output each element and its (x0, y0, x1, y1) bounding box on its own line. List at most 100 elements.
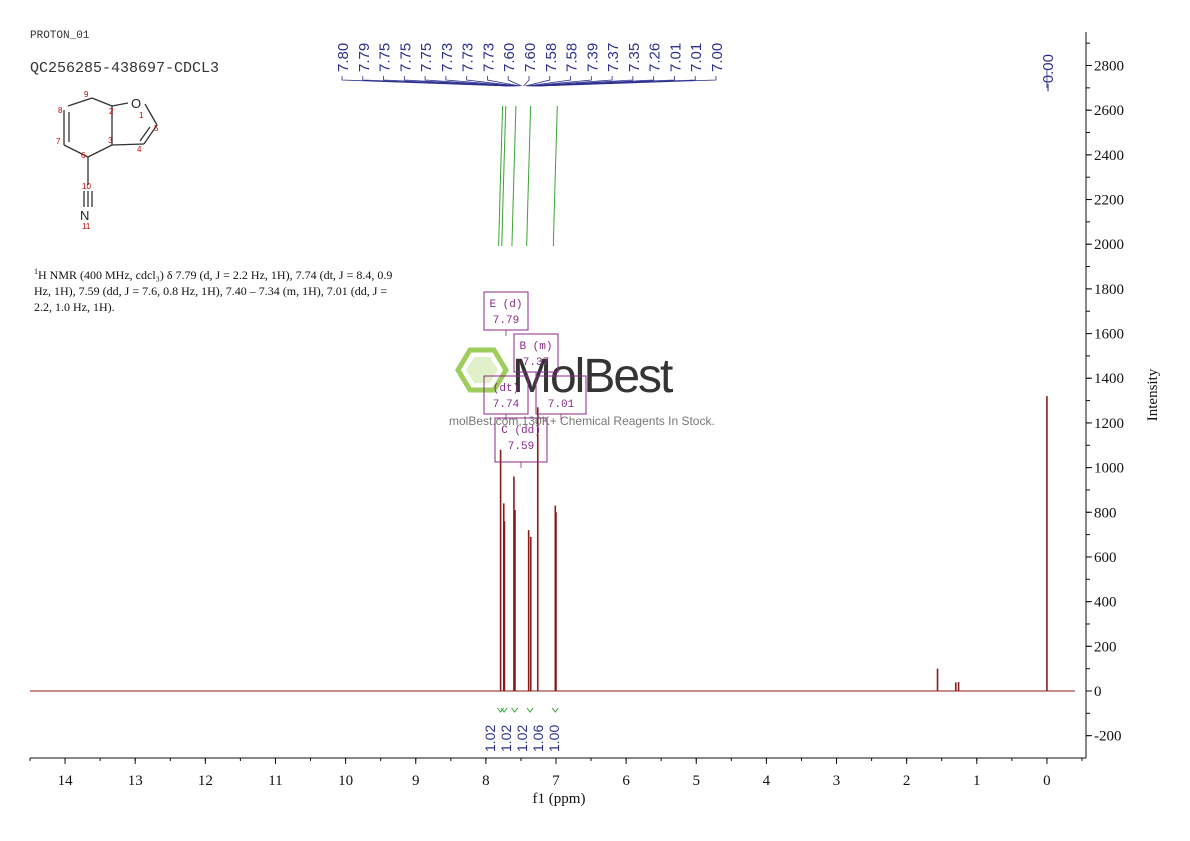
atom-9-label: 9 (84, 90, 89, 99)
peak-label: 7.35 (626, 43, 643, 72)
y-tick-label: 600 (1094, 550, 1117, 566)
y-axis-label: Intensity (1145, 368, 1161, 421)
integral-curve (526, 105, 532, 247)
peak-label-leader (539, 76, 717, 87)
x-tick-label: 12 (198, 773, 213, 789)
integral-curve (511, 105, 517, 247)
integral-bracket (511, 707, 519, 713)
integral-value: 1.00 (546, 725, 562, 752)
description-text: H NMR (400 MHz, cdcl₃) δ 7.79 (d, J = 2.… (34, 268, 393, 314)
atom-5-label: 5 (154, 124, 159, 133)
y-tick-label: 2200 (1094, 193, 1124, 209)
y-tick-label: 1000 (1094, 461, 1124, 477)
plot-area: 14 13 12 11 10 9 8 7 6 5 4 3 2 1 0f1 (ppm)-20002004006… (29, 32, 1161, 807)
atom-4-label: 4 (137, 145, 142, 154)
y-tick-label: 0 (1094, 684, 1102, 700)
peak-label-leader (403, 76, 513, 87)
integral-curve (501, 105, 507, 247)
watermark-subtext: molBest.com,130K+ Chemical Reagents In S… (449, 414, 715, 428)
atom-1-label: 1 (139, 111, 144, 120)
x-tick-label: 10 (338, 773, 353, 789)
nitrogen-label: N (80, 208, 89, 223)
peak-label: 7.73 (460, 43, 477, 72)
y-tick-label: 1200 (1094, 416, 1124, 432)
peak-label: 7.79 (356, 43, 373, 72)
integral-value: 1.06 (530, 725, 546, 752)
x-tick-label: 14 (58, 773, 74, 789)
atom-6-label: 6 (81, 151, 86, 160)
experiment-label: PROTON_01 (30, 30, 90, 42)
y-tick-label: 200 (1094, 639, 1117, 655)
peak-label: 7.60 (501, 43, 518, 72)
peak-label-leader (487, 76, 521, 87)
x-tick-label: 0 (1043, 773, 1051, 789)
peak-label-leader (528, 76, 592, 87)
integral-bracket (526, 707, 534, 713)
y-tick-label: 1800 (1094, 282, 1124, 298)
multiplet-type: (dt) (493, 383, 519, 395)
peak-label: 7.01 (667, 43, 684, 72)
nmr-description: 1H NMR (400 MHz, cdcl₃) δ 7.79 (d, J = 2… (34, 264, 404, 315)
peak-label: 7.80 (335, 43, 352, 72)
y-tick-label: 2400 (1094, 148, 1124, 164)
peak-label: 7.00 (709, 43, 726, 72)
multiplet-type: E (d) (489, 299, 522, 311)
y-tick-label: 1400 (1094, 371, 1124, 387)
x-tick-label: 9 (412, 773, 420, 789)
x-tick-label: 5 (693, 773, 701, 789)
multiplet-shift: 7.37 (523, 357, 549, 369)
peak-label: 7.37 (605, 43, 622, 72)
molecule-structure (63, 97, 158, 207)
multiplet-shift: 7.59 (508, 441, 534, 453)
peak-label-leader (523, 76, 530, 87)
integral-curve (552, 105, 558, 247)
peak-label-leader (424, 76, 515, 87)
peak-label: 7.75 (377, 43, 394, 72)
y-tick-label: 800 (1094, 505, 1117, 521)
peak-label-leader (525, 76, 551, 87)
x-tick-label: 8 (482, 773, 490, 789)
atom-2-label: 2 (109, 107, 114, 116)
peak-label-leader (383, 76, 511, 87)
peak-label: 7.73 (439, 43, 456, 72)
y-tick-label: 2800 (1094, 59, 1124, 75)
integral-value: 1.02 (482, 725, 498, 752)
x-tick-label: 7 (552, 773, 560, 789)
tms-peak-label: −0.00 (1040, 54, 1057, 92)
x-tick-label: 11 (268, 773, 282, 789)
peak-label-leader (466, 76, 519, 87)
molecule-labels: O N 1 2 3 4 5 6 7 8 9 10 11 (56, 90, 159, 231)
peak-label: 7.73 (480, 43, 497, 72)
peak-label: 7.58 (564, 43, 581, 72)
y-tick-label: 2600 (1094, 103, 1124, 119)
y-tick-label: 400 (1094, 595, 1117, 611)
peak-label: 7.01 (688, 43, 705, 72)
peak-label-leader (527, 76, 571, 87)
sample-name: QC256285-438697-CDCL3 (30, 60, 220, 77)
oxygen-label: O (131, 96, 141, 111)
y-tick-label: -200 (1094, 729, 1122, 745)
multiplet-type: C (dd) (501, 425, 541, 437)
multiplet-type: B (m) (519, 341, 552, 353)
atom-7-label: 7 (56, 137, 61, 146)
x-axis-label: f1 (ppm) (533, 791, 586, 807)
multiplet-shift: 7.01 (548, 399, 575, 411)
integral-curve (498, 105, 504, 247)
atom-11-label: 11 (82, 222, 91, 231)
integral-value: 1.02 (514, 725, 530, 752)
integral-bracket (551, 707, 559, 713)
integral-value: 1.02 (498, 725, 514, 752)
peak-label: 7.75 (397, 43, 414, 72)
peak-label: 7.60 (522, 43, 539, 72)
x-tick-label: 6 (622, 773, 630, 789)
peak-label: 7.39 (584, 43, 601, 72)
peak-label: 7.75 (418, 43, 435, 72)
peak-label-leader (507, 76, 522, 87)
multiplet-shift: 7.74 (493, 399, 520, 411)
atom-8-label: 8 (58, 106, 63, 115)
peak-label: 7.26 (647, 43, 664, 72)
x-tick-label: 2 (903, 773, 911, 789)
atom-3-label: 3 (108, 136, 113, 145)
x-tick-label: 3 (833, 773, 841, 789)
